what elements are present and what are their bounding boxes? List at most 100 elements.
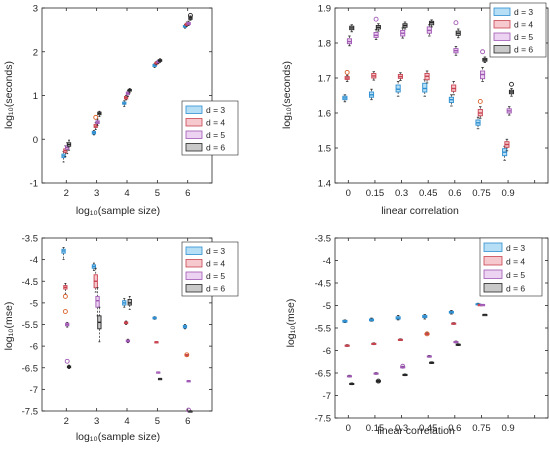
legend-swatch xyxy=(185,143,203,152)
chart-panel-4: -7.5 -7 -6.5 -6 -5.5 -5 -4.5 -4 -3.5 0 0.15 0.3 0.45… xyxy=(285,234,549,437)
y-tick-label: 1.7 xyxy=(318,74,331,85)
legend-swatch xyxy=(493,45,511,54)
legend-label: d = 6 xyxy=(506,284,525,294)
legend-swatch xyxy=(185,271,203,280)
y-tick-label: -5.5 xyxy=(22,320,38,331)
y-tick-label: -5 xyxy=(30,298,38,309)
box-d6 xyxy=(97,306,102,343)
y-tick-label: -7 xyxy=(30,385,38,396)
legend-swatch xyxy=(185,105,203,114)
x-tick-label: 3 xyxy=(94,416,99,427)
box-d5 xyxy=(373,372,379,375)
box-d5 xyxy=(346,35,352,47)
box-d6 xyxy=(402,21,408,30)
outlier-point xyxy=(373,16,379,22)
y-tick-label: 1.9 xyxy=(318,4,331,15)
y-tick-label: -5.5 xyxy=(315,324,331,335)
box-d6 xyxy=(455,343,461,346)
box-d6 xyxy=(375,23,381,32)
box-d6 xyxy=(455,28,461,39)
outlier-point xyxy=(400,363,406,369)
legend-swatch xyxy=(483,269,503,279)
legend-swatch xyxy=(185,246,203,255)
x-tick-label: 0.75 xyxy=(472,188,491,199)
x-tick-label: 0.15 xyxy=(366,188,385,199)
legend-swatch xyxy=(493,32,511,41)
panel-1-xlabel: log₁₀(sample size) xyxy=(76,205,160,217)
box-d4 xyxy=(154,341,159,344)
box-d6 xyxy=(429,361,435,364)
legend-label: d = 4 xyxy=(514,20,533,30)
legend-label: d = 3 xyxy=(206,105,225,115)
chart-panel-1: -1 0 1 2 3 2 3 4 5 6 d = 3 d = 4 d = 5 d = 6 log₁₀(sa… xyxy=(3,4,239,217)
legend-swatch xyxy=(185,130,203,139)
box-d6 xyxy=(429,19,435,28)
box-d3 xyxy=(342,319,348,324)
x-tick-label: 4 xyxy=(124,188,129,199)
box-d5 xyxy=(186,20,191,26)
y-tick-label: -1 xyxy=(30,179,38,190)
box-d3 xyxy=(395,314,401,321)
box-d3 xyxy=(422,79,428,97)
legend-label: d = 4 xyxy=(506,257,525,267)
box-d4 xyxy=(344,344,350,347)
legend: d = 3 d = 4 d = 5 d = 6 xyxy=(489,2,547,58)
panel-1-ylabel: log₁₀(seconds) xyxy=(3,61,15,129)
x-tick-label: 0.3 xyxy=(395,188,408,199)
panel-2-ylabel: log₁₀(seconds) xyxy=(281,61,293,129)
legend-swatch xyxy=(483,283,503,293)
outlier-point xyxy=(509,81,514,87)
box-d5 xyxy=(426,24,432,37)
outlier-point xyxy=(477,98,483,104)
box-d3 xyxy=(91,130,97,136)
box-d6 xyxy=(127,295,132,310)
outlier-point xyxy=(375,378,381,384)
outlier-point xyxy=(184,352,190,358)
chart-panel-2: 1.4 1.5 1.6 1.7 1.8 1.9 0 0.15 0.3 0.45 0.6 0.75 0.9… xyxy=(281,2,549,217)
outlier-point xyxy=(453,20,459,26)
box-d4 xyxy=(371,71,377,81)
box-d3 xyxy=(122,298,127,308)
box-d5 xyxy=(65,321,70,328)
box-d3 xyxy=(395,81,401,97)
box-d3 xyxy=(61,247,66,261)
y-tick-label: -3.5 xyxy=(315,234,331,245)
box-d4 xyxy=(397,338,403,342)
y-tick-label: -3.5 xyxy=(22,234,38,245)
box-d5 xyxy=(186,380,191,383)
legend: d = 3 d = 4 d = 5 d = 6 xyxy=(181,241,239,297)
x-tick-label: 0.15 xyxy=(366,423,385,434)
box-d3 xyxy=(448,310,454,315)
box-body xyxy=(422,82,428,93)
outlier-point xyxy=(93,114,99,120)
x-tick-label: 5 xyxy=(155,416,160,427)
box-d4 xyxy=(424,70,430,84)
box-d3 xyxy=(182,324,188,330)
chart-panel-3: -7.5-7-6.5-6-5.5-5-4.5-4-3.52 3 4 5 6d = 3d … xyxy=(3,234,239,443)
x-tick-label: 0.6 xyxy=(448,423,461,434)
legend-label: d = 6 xyxy=(206,284,225,294)
x-tick-label: 2 xyxy=(64,416,69,427)
y-tick-label: -7.5 xyxy=(315,414,331,425)
x-tick-label: 0 xyxy=(346,423,351,434)
box-d5 xyxy=(400,27,406,39)
x-tick-label: 6 xyxy=(185,188,190,199)
box-d6 xyxy=(482,56,488,63)
y-tick-label: -6 xyxy=(323,346,331,357)
y-tick-label: 2 xyxy=(33,47,38,58)
x-tick-label: 4 xyxy=(124,416,129,427)
x-tick-label: 3 xyxy=(94,188,99,199)
outlier-point xyxy=(344,69,350,75)
box-d4 xyxy=(451,81,457,96)
outlier-point xyxy=(424,331,430,337)
box-d5 xyxy=(453,340,459,344)
legend-label: d = 5 xyxy=(506,270,525,280)
box-d3 xyxy=(152,316,157,320)
panel-3-xlabel: log₁₀(sample size) xyxy=(76,431,160,443)
box-d6 xyxy=(349,382,355,386)
legend-swatch xyxy=(483,242,503,252)
x-tick-label: 0.75 xyxy=(472,423,491,434)
y-tick-label: -4.5 xyxy=(315,279,331,290)
legend-swatch xyxy=(185,284,203,293)
